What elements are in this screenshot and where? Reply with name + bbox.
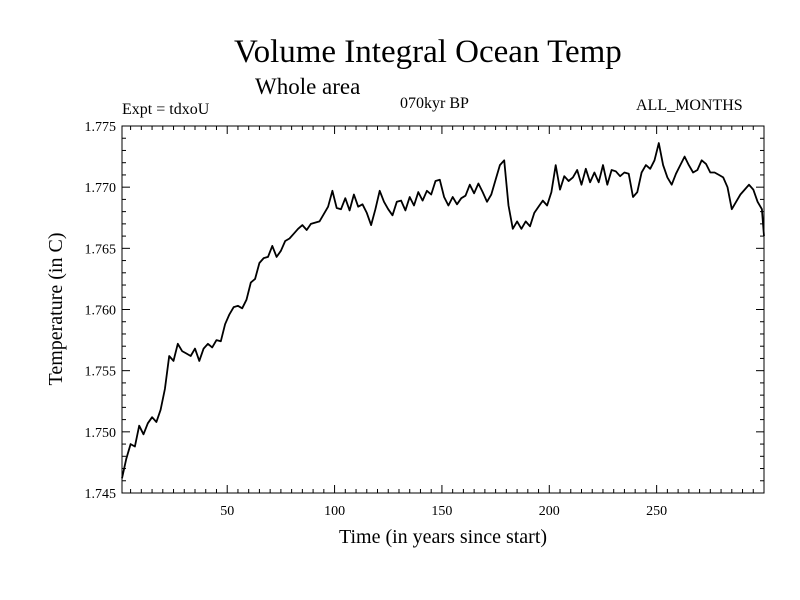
experiment-label: Expt = tdxoU (122, 101, 210, 118)
months-label: ALL_MONTHS (636, 97, 743, 114)
chart-subtitle: Whole area (255, 74, 361, 99)
chart-title: Volume Integral Ocean Temp (234, 34, 622, 70)
series-line (121, 142, 765, 479)
period-label: 070kyr BP (400, 95, 469, 112)
x-tick-label: 200 (539, 504, 560, 519)
x-axis-label: Time (in years since start) (339, 526, 547, 548)
plot-frame (121, 125, 765, 494)
x-tick-label: 150 (431, 504, 452, 519)
axis-ticks (122, 125, 764, 494)
y-tick-label: 1.760 (85, 304, 117, 319)
y-tick-label: 1.765 (85, 242, 117, 257)
y-tick-label: 1.755 (85, 365, 117, 380)
y-tick-label: 1.770 (85, 181, 117, 196)
x-tick-label: 100 (324, 504, 345, 519)
y-axis-label: Temperature (in C) (45, 233, 67, 386)
y-tick-label: 1.750 (85, 426, 117, 441)
y-tick-label: 1.745 (85, 487, 117, 502)
tick-labels: 50 100 150 200 250 1.745 1.750 1.755 1.760 1.765 1… (85, 120, 668, 519)
x-tick-label: 50 (220, 504, 234, 519)
y-tick-label: 1.775 (85, 120, 117, 135)
x-tick-label: 250 (646, 504, 667, 519)
